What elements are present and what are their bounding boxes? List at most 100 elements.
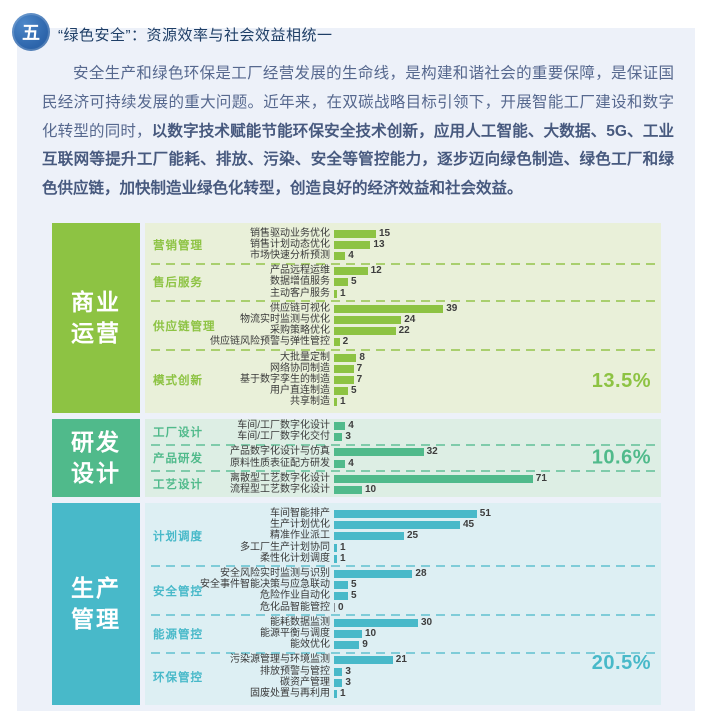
bar	[334, 229, 376, 238]
category-label: 供应链管理	[153, 320, 216, 333]
chart-bar-row: 精准作业派工 25	[145, 531, 661, 542]
chart-bar-row: 危险作业自动化 5	[145, 591, 661, 602]
bar-value-label: 21	[395, 654, 407, 666]
group-separator-line	[151, 262, 655, 265]
chart-bar-row: 安全事件智能决策与应急联动 5	[145, 580, 661, 591]
bar-value-label: 10	[365, 483, 377, 495]
bar-value-label: 5	[351, 385, 357, 397]
bar	[334, 398, 337, 407]
chart-bar-row: 车间/工厂数字化交付 3	[145, 432, 661, 443]
bar-label: 离散型工艺数字化设计	[230, 472, 330, 484]
chart-bar-row: 固废处置与再利用 1	[145, 688, 661, 699]
bar-track: 28	[334, 568, 427, 579]
bar-value-label: 71	[535, 472, 547, 484]
chart-bar-row: 用户直连制造 5	[145, 386, 661, 397]
bar-value-label: 5	[351, 579, 357, 591]
chart-bar-row: 采购策略优化 22	[145, 326, 661, 337]
section-chart-area: 营销管理 销售驱动业务优化 15 销售计划动态优化 13 市场快速分析预测 4 售后服务 产品远…	[145, 223, 661, 413]
bar	[334, 387, 348, 396]
bar-label: 固废处置与再利用	[250, 687, 330, 699]
chart-bar-row: 数据增值服务 5	[145, 277, 661, 288]
bar	[334, 375, 354, 384]
bar-value-label: 4	[348, 457, 354, 469]
bar-label: 排放预警与管控	[260, 665, 330, 677]
chart-bar-row: 主动客户服务 1	[145, 288, 661, 299]
capability-bar-chart: 商业 运营 营销管理 销售驱动业务优化 15 销售计划动态优化 13 市场快速分析预测 4 售后服…	[52, 223, 661, 705]
bar-track: 4	[334, 420, 354, 431]
chart-bar-row: 能效优化 9	[145, 640, 661, 651]
bar-value-label: 4	[348, 250, 354, 262]
category-label: 工厂设计	[153, 426, 203, 439]
bar-label: 流程型工艺数字化设计	[230, 483, 330, 495]
bar-label: 主动客户服务	[270, 287, 330, 299]
section-title-line: 管理	[71, 606, 121, 632]
bar-label: 供应链风险预警与弹性管控	[210, 336, 330, 348]
bar-value-label: 13	[373, 238, 385, 250]
bar-label: 网络协同制造	[270, 362, 330, 374]
bar-track: 51	[334, 509, 491, 520]
group-separator-line	[151, 348, 655, 351]
bar-track: 3	[334, 677, 351, 688]
bar-label: 市场快速分析预测	[250, 250, 330, 262]
bar-label: 柔性化计划调度	[260, 552, 330, 564]
bar-label: 原料性质表征配方研发	[230, 457, 330, 469]
group-separator-line	[151, 614, 655, 617]
section-percent-label: 13.5%	[591, 370, 651, 392]
bar-track: 8	[334, 352, 365, 363]
bar-track: 7	[334, 363, 362, 374]
group-separator-line	[151, 565, 655, 568]
bar-label: 碳资产管理	[280, 676, 330, 688]
chart-bar-row: 危化品智能管控 0	[145, 602, 661, 613]
page-title: “绿色安全”：资源效率与社会效益相统一	[58, 27, 333, 44]
chart-bar-row: 销售驱动业务优化 15	[145, 228, 661, 239]
chart-bar-row: 能耗数据监测 30	[145, 617, 661, 628]
category-group: 售后服务 产品远程运维 12 数据增值服务 5 主动客户服务 1	[145, 266, 661, 300]
bar-label: 车间/工厂数字化设计	[237, 420, 330, 432]
chart-bar-row: 排放预警与管控 3	[145, 666, 661, 677]
bar-value-label: 28	[415, 568, 427, 580]
chart-bar-row: 多工厂生产计划协同 1	[145, 542, 661, 553]
bar-track: 2	[334, 337, 348, 348]
bar	[334, 554, 337, 563]
bar-track: 5	[334, 277, 357, 288]
bar-track: 25	[334, 531, 418, 542]
section-title-line: 设计	[71, 460, 121, 486]
paragraph-regular-text: 安全生产和绿色环保是工厂经营发展的生命线，是构建和谐社会的重要保障，是保证国民经…	[42, 65, 674, 140]
category-label: 计划调度	[153, 531, 203, 544]
bar-track: 5	[334, 386, 357, 397]
bar-track: 1	[334, 542, 346, 553]
bar-value-label: 5	[351, 276, 357, 288]
chart-bar-row: 柔性化计划调度 1	[145, 553, 661, 564]
bar	[334, 581, 348, 590]
bar	[334, 422, 346, 431]
chart-bar-row: 污染源管理与环境监测 21	[145, 655, 661, 666]
bar-track: 1	[334, 397, 346, 408]
bar	[334, 338, 340, 347]
bar-track: 10	[334, 628, 376, 639]
bar	[334, 678, 343, 687]
bar-label: 产品远程运维	[270, 265, 330, 277]
bar	[334, 485, 362, 494]
bar-label: 用户直连制造	[270, 385, 330, 397]
bar-value-label: 1	[340, 541, 346, 553]
category-label: 营销管理	[153, 239, 203, 252]
category-group: 能源管控 能耗数据监测 30 能源平衡与调度 10 能效优化 9	[145, 617, 661, 651]
bar-label: 精准作业派工	[270, 530, 330, 542]
chart-bar-row: 流程型工艺数字化设计 10	[145, 484, 661, 495]
group-separator-line	[151, 651, 655, 654]
bar-label: 能耗数据监测	[270, 616, 330, 628]
chart-bar-row: 碳资产管理 3	[145, 677, 661, 688]
bar-value-label: 5	[351, 590, 357, 602]
bar	[334, 252, 346, 261]
category-group: 营销管理 销售驱动业务优化 15 销售计划动态优化 13 市场快速分析预测 4	[145, 228, 661, 262]
bar	[334, 618, 418, 627]
category-group: 模式创新 大批量定制 8 网络协同制造 7 基于数字孪生的制造 7 用户直连制造 5 共享制造 1	[145, 352, 661, 408]
bar-label: 基于数字孪生的制造	[240, 373, 330, 385]
category-label: 工艺设计	[153, 479, 203, 492]
bar-value-label: 7	[356, 362, 363, 374]
bar	[334, 353, 357, 362]
bar-label: 大批量定制	[280, 351, 330, 363]
bar	[334, 316, 402, 324]
bar-label: 供应链可视化	[270, 302, 330, 314]
chart-bar-row: 市场快速分析预测 4	[145, 250, 661, 261]
